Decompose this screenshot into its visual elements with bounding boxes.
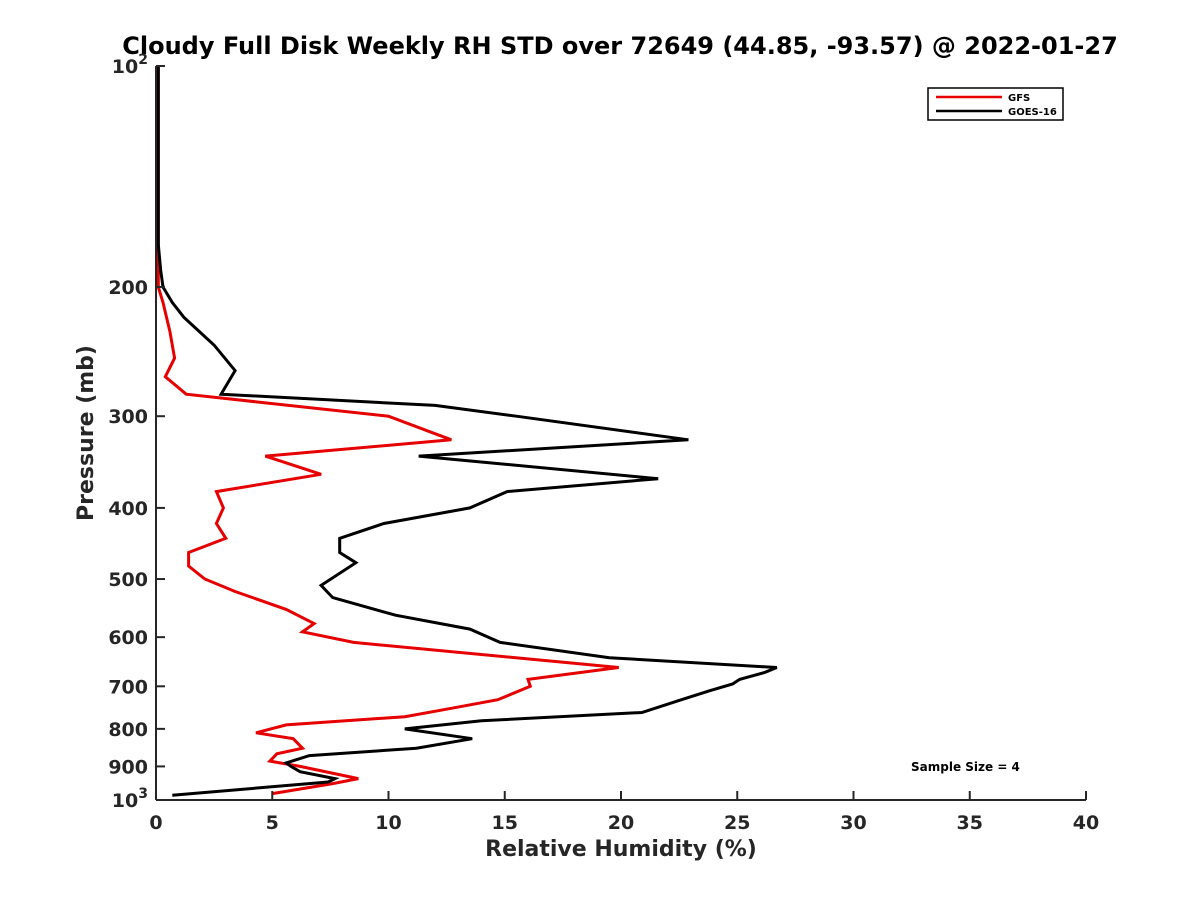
y-axis-ticks: 102 200 300 400 500 600 700 800 900 103 (108, 52, 165, 812)
legend-label-gfs: GFS (1008, 93, 1030, 104)
y-tick-label: 300 (108, 406, 148, 428)
y-tick-label: 103 (112, 786, 148, 812)
chart-title: Cloudy Full Disk Weekly RH STD over 7264… (122, 32, 1118, 60)
x-tick-label: 5 (266, 812, 279, 834)
legend-box (927, 87, 1064, 121)
x-tick-label: 35 (957, 812, 983, 834)
y-tick-label: 500 (108, 569, 148, 591)
x-tick-label: 25 (724, 812, 750, 834)
x-tick-label: 15 (492, 812, 518, 834)
x-tick-label: 30 (840, 812, 866, 834)
x-axis-ticks: 0 5 10 15 20 25 30 35 40 (149, 791, 1099, 834)
sample-size-annotation: Sample Size = 4 (911, 760, 1020, 774)
y-tick-label: 400 (108, 498, 148, 520)
y-tick-label: 102 (112, 52, 148, 78)
plot-area: 0 5 10 15 20 25 30 35 40 102 200 300 400 500 600 700 80… (108, 52, 1099, 834)
y-tick-label: 600 (108, 627, 148, 649)
series-line-goes-16 (156, 66, 778, 797)
y-axis-label: Pressure (mb) (74, 345, 99, 521)
x-tick-label: 10 (375, 812, 401, 834)
x-tick-label: 0 (149, 812, 162, 834)
legend: GFS GOES-16 (927, 87, 1064, 121)
y-tick-label: 900 (108, 756, 148, 778)
x-tick-label: 20 (608, 812, 634, 834)
legend-label-goes-16: GOES-16 (1008, 107, 1057, 118)
plot-background (156, 66, 1086, 800)
series-layer (156, 66, 778, 797)
y-tick-label: 800 (108, 719, 148, 741)
y-tick-label: 200 (108, 277, 148, 299)
x-tick-label: 40 (1073, 812, 1099, 834)
y-tick-label: 700 (108, 676, 148, 698)
x-axis-label: Relative Humidity (%) (485, 837, 757, 862)
series-line-gfs (156, 66, 619, 796)
